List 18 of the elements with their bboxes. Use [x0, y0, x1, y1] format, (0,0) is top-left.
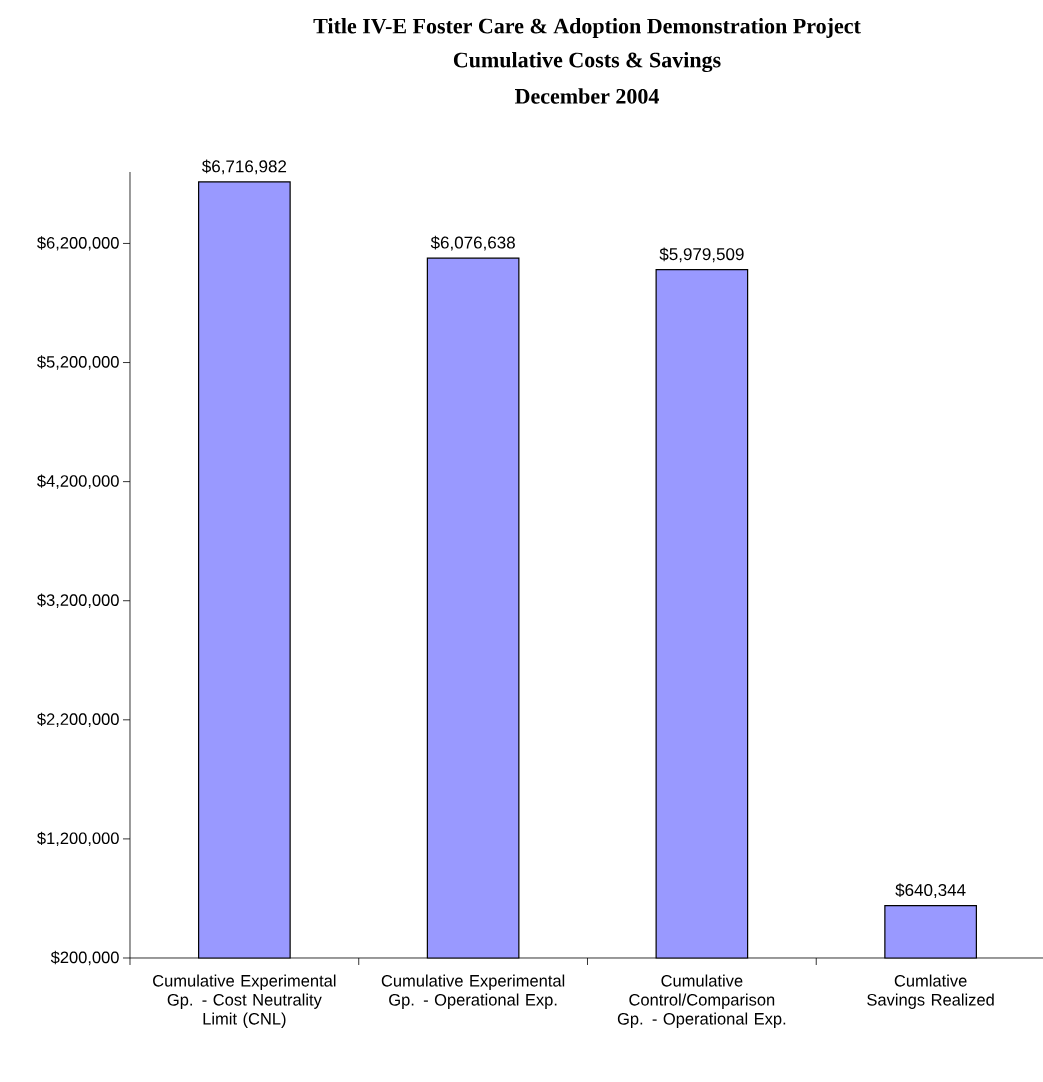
text: December 2004	[515, 88, 659, 104]
y-tick-label: $2,200,000	[37, 712, 119, 727]
x-tick-label: Cumulative Control/Comparison Gp. - Operational Exp.	[617, 974, 786, 1028]
chart-subtitle: Cumulative Costs & Savings	[453, 51, 721, 73]
y-tick-label: $1,200,000	[37, 831, 119, 847]
data-label: $6,716,982	[202, 159, 287, 175]
data-label: $5,979,509	[659, 247, 744, 263]
x-tick-label: Cumulative Experimental Gp. - Cost Neutrality Limit (CNL)	[153, 974, 336, 1028]
x-tick-label: Cumlative Savings Realized	[867, 974, 994, 1009]
y-tick-label: $4,200,000	[37, 474, 119, 489]
y-tick-label: $6,200,000	[37, 236, 119, 251]
x-tick-label: Cumulative Experimental Gp. - Operational Exp.	[381, 974, 565, 1009]
data-label: $640,344	[895, 883, 966, 899]
y-tick-label: $3,200,000	[37, 593, 119, 608]
data-label: $6,076,638	[430, 235, 515, 251]
y-tick-label: $200,000	[50, 950, 119, 966]
chart-title: Title IV-E Foster Care & Adoption Demonstration Project	[313, 18, 861, 38]
y-tick-label: $5,200,000	[37, 355, 119, 370]
